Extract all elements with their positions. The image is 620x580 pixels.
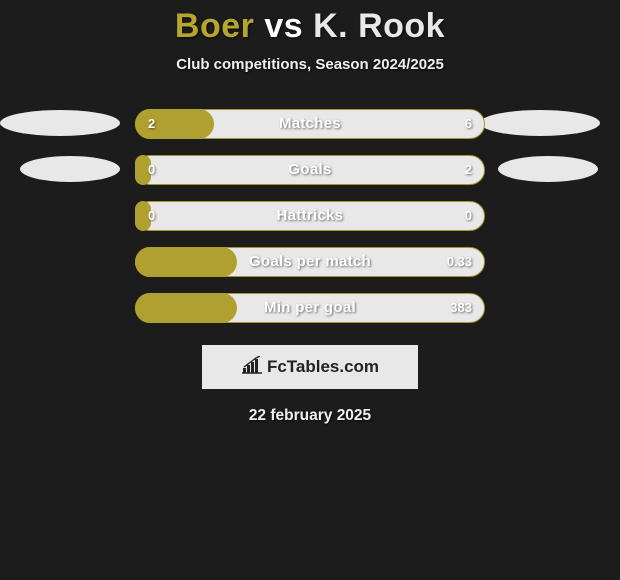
player2-name: K. Rook xyxy=(313,7,445,45)
subtitle: Club competitions, Season 2024/2025 xyxy=(0,56,620,73)
stat-bar: 0.33Goals per match xyxy=(135,247,485,277)
avatar-left xyxy=(0,110,120,136)
stat-bar: 02Goals xyxy=(135,155,485,185)
comparison-rows: 26Matches 02Goals 00Hattricks 0.33Goals per… xyxy=(0,109,620,323)
player1-name: Boer xyxy=(175,7,254,45)
stat-bar: 26Matches xyxy=(135,109,485,139)
logo-text: FcTables.com xyxy=(267,357,379,377)
stat-row: 0.33Goals per match xyxy=(0,247,620,277)
stat-row: 00Hattricks xyxy=(0,201,620,231)
avatar-right xyxy=(480,110,600,136)
logo-box: FcTables.com xyxy=(202,345,418,389)
stat-bar: 00Hattricks xyxy=(135,201,485,231)
stat-label: Goals xyxy=(135,155,485,185)
stat-label: Matches xyxy=(135,109,485,139)
stat-label: Hattricks xyxy=(135,201,485,231)
avatar-right xyxy=(498,156,598,182)
bars-icon xyxy=(241,356,263,379)
date-label: 22 february 2025 xyxy=(0,407,620,425)
avatar-left xyxy=(20,156,120,182)
stat-row: 02Goals xyxy=(0,155,620,185)
stat-label: Min per goal xyxy=(135,293,485,323)
logo: FcTables.com xyxy=(241,356,379,379)
stat-label: Goals per match xyxy=(135,247,485,277)
stat-row: 383Min per goal xyxy=(0,293,620,323)
title-vs: vs xyxy=(264,7,303,45)
comparison-title: Boer vs K. Rook xyxy=(0,0,620,46)
stat-bar: 383Min per goal xyxy=(135,293,485,323)
stat-row: 26Matches xyxy=(0,109,620,139)
